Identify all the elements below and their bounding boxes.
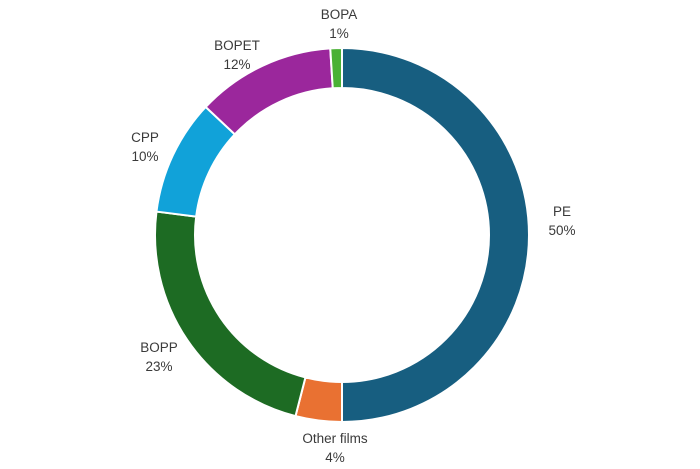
data-label-other-films: Other films 4%	[302, 431, 368, 465]
slice-bopp	[154, 210, 307, 418]
data-label-pe: PE 50%	[548, 204, 575, 238]
donut-labels: PE 50%Other films 4%BOPP 23%CPP 10%BOPET 12%B…	[131, 7, 575, 465]
slice-percent-other-films: 4%	[325, 450, 345, 465]
slice-name-bopet: BOPET	[214, 38, 260, 53]
slice-name-other-films: Other films	[302, 431, 368, 446]
data-label-bopp: BOPP 23%	[140, 340, 178, 374]
slice-bopa	[329, 46, 343, 90]
slice-percent-cpp: 10%	[131, 149, 158, 164]
slice-percent-bopp: 23%	[145, 359, 172, 374]
slice-name-bopa: BOPA	[321, 7, 358, 22]
slice-percent-bopet: 12%	[223, 57, 250, 72]
slice-name-bopp: BOPP	[140, 340, 178, 355]
slice-name-pe: PE	[553, 204, 571, 219]
donut-segments	[154, 46, 530, 424]
slice-percent-pe: 50%	[548, 223, 575, 238]
slice-percent-bopa: 1%	[329, 26, 349, 41]
slice-pe	[341, 46, 530, 424]
data-label-bopa: BOPA 1%	[321, 7, 358, 41]
data-label-cpp: CPP 10%	[131, 130, 159, 164]
data-label-bopet: BOPET 12%	[214, 38, 260, 72]
slice-name-cpp: CPP	[131, 130, 159, 145]
